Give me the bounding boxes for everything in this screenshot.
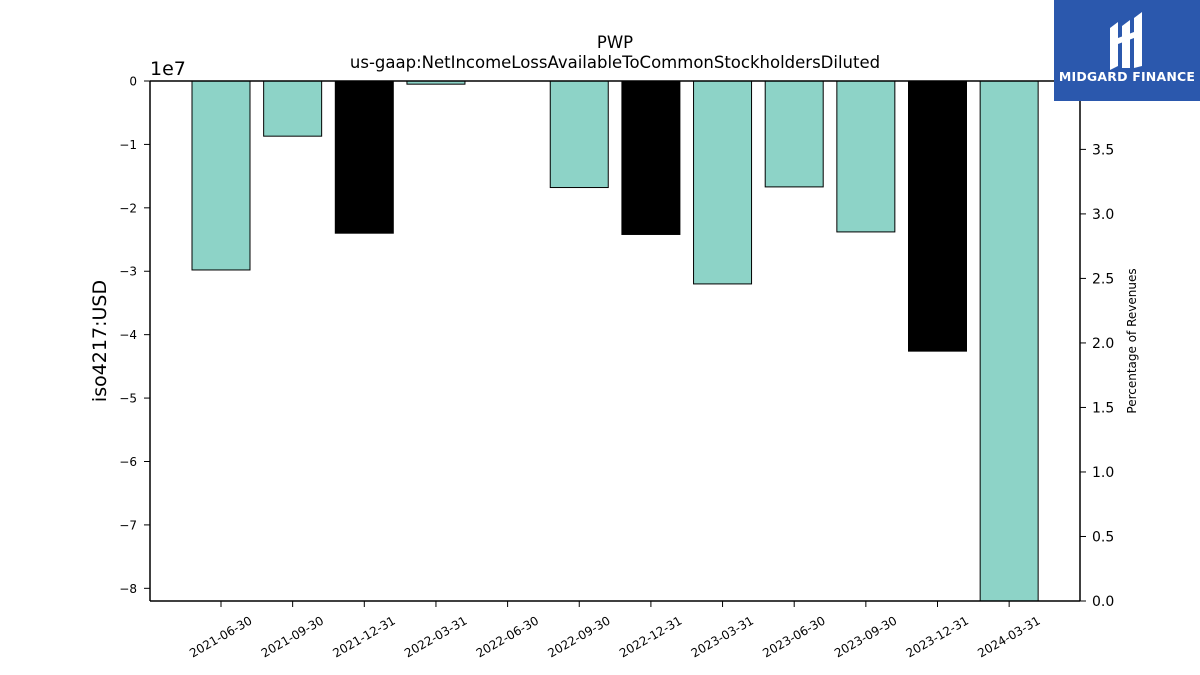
y2-tick-label: 3.0 <box>1092 207 1114 223</box>
y-tick-label: 0 <box>129 75 137 89</box>
x-tick-label: 2023-06-30 <box>760 613 827 660</box>
y-tick-label: −7 <box>119 518 137 532</box>
chart-subtitle: us-gaap:NetIncomeLossAvailableToCommonSt… <box>350 53 880 72</box>
bar-2024-03-31 <box>979 80 1039 602</box>
y2-axis-label: Percentage of Revenues <box>1125 268 1139 413</box>
bar-2023-12-31 <box>908 80 967 352</box>
x-tick-label: 2021-09-30 <box>259 613 326 660</box>
x-tick-label: 2022-06-30 <box>474 613 541 660</box>
y2-tick-label: 1.5 <box>1092 400 1114 416</box>
y2-tick-label: 1.0 <box>1092 465 1114 481</box>
x-tick-label: 2021-06-30 <box>187 613 254 660</box>
x-tick-label: 2024-03-31 <box>975 613 1042 660</box>
y-axis-label: iso4217:USD <box>89 280 111 402</box>
y2-tick-label: 2.5 <box>1092 271 1114 287</box>
y-tick-label: −6 <box>119 455 137 469</box>
y-offset-label: 1e7 <box>150 58 186 80</box>
bar-2021-12-31 <box>334 80 394 234</box>
bar-2023-09-30 <box>836 80 896 233</box>
y-tick-label: −1 <box>119 138 137 152</box>
x-tick-label: 2023-03-31 <box>689 613 756 660</box>
bar-2021-06-30 <box>191 80 251 271</box>
brand-logo: MIDGARD FINANCE <box>1054 0 1200 101</box>
y-tick-label: −3 <box>119 265 137 279</box>
y2-tick-label: 3.5 <box>1092 142 1114 158</box>
y-tick-label: −8 <box>119 582 137 596</box>
bar-2023-06-30 <box>764 80 824 188</box>
x-tick-label: 2023-12-31 <box>904 613 971 660</box>
x-tick-label: 2022-12-31 <box>617 613 684 660</box>
bar-2022-09-30 <box>549 80 609 189</box>
bar-2022-12-31 <box>621 80 681 235</box>
y-tick-label: −4 <box>119 328 137 342</box>
x-tick-label: 2022-03-31 <box>402 613 469 660</box>
bar-2023-03-31 <box>693 80 753 285</box>
x-tick-label: 2023-09-30 <box>832 613 899 660</box>
chart-title: PWP <box>597 33 633 52</box>
x-tick-label: 2022-09-30 <box>545 613 612 660</box>
y-tick-label: −5 <box>119 392 137 406</box>
logo-mark-icon <box>1110 12 1142 70</box>
logo-text: MIDGARD FINANCE <box>1058 69 1196 84</box>
x-tick-label: 2021-12-31 <box>330 613 397 660</box>
bar-2021-09-30 <box>263 80 323 137</box>
y-tick-label: −2 <box>119 201 137 215</box>
y2-tick-label: 0.0 <box>1092 594 1114 610</box>
bars-layer <box>191 80 1039 602</box>
y2-tick-label: 0.5 <box>1092 529 1114 545</box>
y2-tick-label: 2.0 <box>1092 336 1114 352</box>
